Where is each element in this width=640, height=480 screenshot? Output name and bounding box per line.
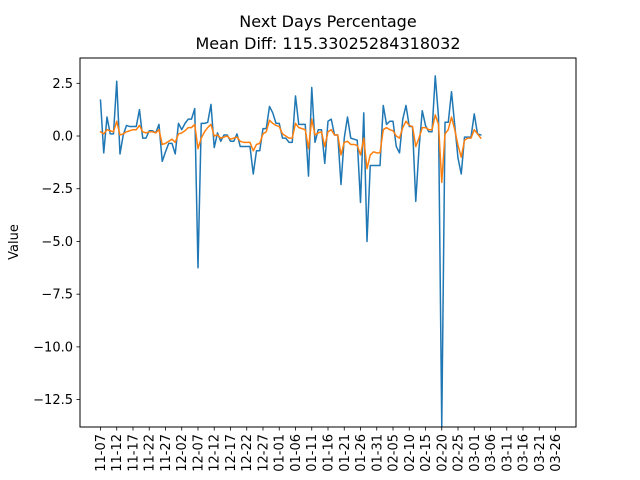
x-tick-label: 03-21 [533, 434, 548, 472]
y-tick-label: 0.0 [52, 130, 73, 145]
y-tick-label: −10.0 [33, 340, 73, 355]
x-tick-label: 01-21 [338, 434, 353, 472]
y-tick-label: −7.5 [41, 288, 73, 303]
x-tick-label: 02-20 [435, 434, 450, 472]
x-tick-label: 01-01 [273, 434, 288, 472]
x-tick-label: 11-27 [159, 434, 174, 472]
plot-area [99, 75, 482, 428]
x-tick-label: 12-02 [175, 434, 190, 472]
chart-subtitle: Mean Diff: 115.33025284318032 [195, 34, 460, 53]
x-tick-label: 12-17 [224, 434, 239, 472]
x-tick-label: 02-05 [387, 434, 402, 472]
x-tick-label: 01-11 [305, 434, 320, 472]
series-line-2 [99, 114, 482, 184]
x-tick-label: 12-22 [240, 434, 255, 472]
series-line-1 [99, 75, 482, 428]
y-axis-label: Value [7, 224, 22, 260]
x-tick-label: 02-25 [452, 434, 467, 472]
y-tick-label: −12.5 [33, 393, 73, 408]
x-tick-label: 02-10 [403, 434, 418, 472]
x-tick-label: 11-07 [94, 434, 109, 472]
x-tick-label: 03-01 [468, 434, 483, 472]
x-tick-label: 12-07 [191, 434, 206, 472]
x-tick-label: 01-31 [370, 434, 385, 472]
x-tick-label: 03-16 [517, 434, 532, 472]
x-tick-label: 01-26 [354, 434, 369, 472]
x-tick-label: 12-12 [208, 434, 223, 472]
x-tick-label: 11-17 [126, 434, 141, 472]
x-axis: 11-07 11-12 11-17 11-22 11-27 12-02 12-07 12-12… [94, 427, 564, 472]
x-tick-label: 02-15 [419, 434, 434, 472]
x-tick-label: 03-06 [484, 434, 499, 472]
y-tick-label: 2.5 [52, 77, 73, 92]
x-tick-label: 03-26 [549, 434, 564, 472]
x-tick-label: 12-27 [256, 434, 271, 472]
x-tick-label: 11-22 [143, 434, 158, 472]
x-tick-label: 11-12 [110, 434, 125, 472]
x-tick-label: 03-11 [500, 434, 515, 472]
x-tick-label: 01-16 [322, 434, 337, 472]
x-tick-label: 01-06 [289, 434, 304, 472]
chart-title: Next Days Percentage [239, 12, 416, 31]
y-tick-label: −5.0 [41, 235, 73, 250]
y-axis: 2.5 0.0 −2.5 −5.0 −7.5 −10.0 −12.5 [33, 77, 80, 408]
y-tick-label: −2.5 [41, 182, 73, 197]
